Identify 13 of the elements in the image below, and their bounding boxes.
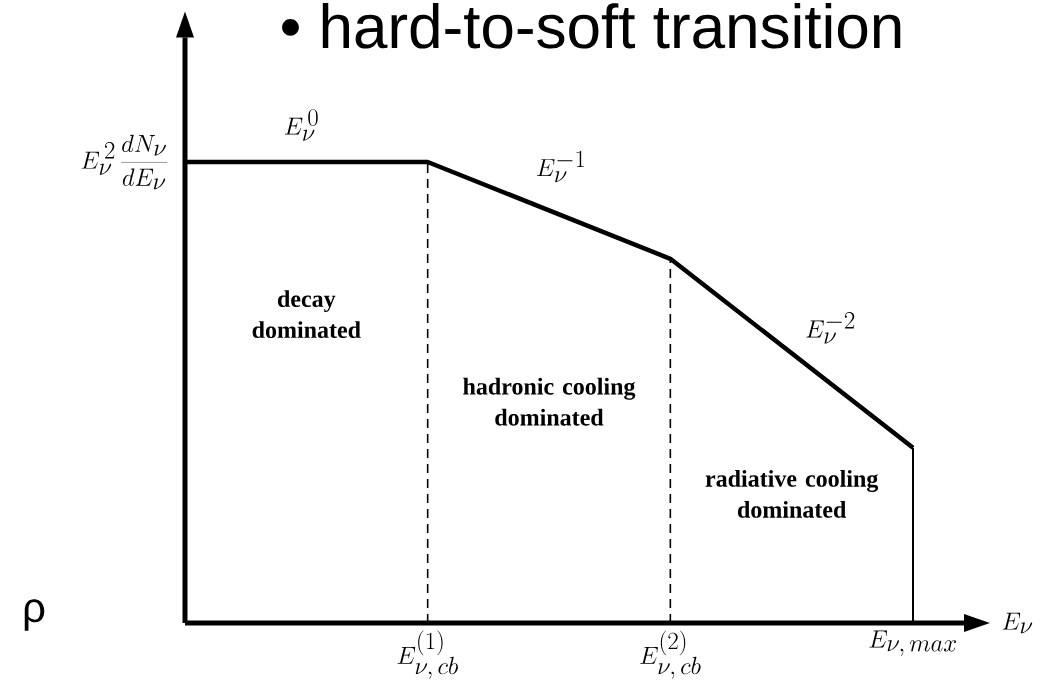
text: $E_\nu^{\,0}$ [284,109,318,141]
x-tick-label: $E_{\nu,\,cb}^{(2)}$ [640,630,701,679]
text: ρ [24,599,45,631]
x-tick-label: $E_{\nu,\,cb}^{(1)}$ [397,630,458,679]
annotation: hadronic cooling dominated [463,377,636,426]
y-axis-title: $E_\nu^{\,2}\,\frac{dN_\nu}{dE_\nu}$ [81,134,168,190]
chart-title: • hard-to-soft transition [282,3,901,49]
annotation: radiative cooling dominated [705,469,879,518]
annotation: $E_\nu^{-1}$ [537,150,585,183]
x-tick-label: $E_{\nu,\,max}$ [869,630,957,656]
annotation: decay dominated [252,290,361,339]
annotation: $E_\nu^{-2}$ [806,312,855,344]
x-axis-title: $E_\nu$ [1002,612,1033,634]
